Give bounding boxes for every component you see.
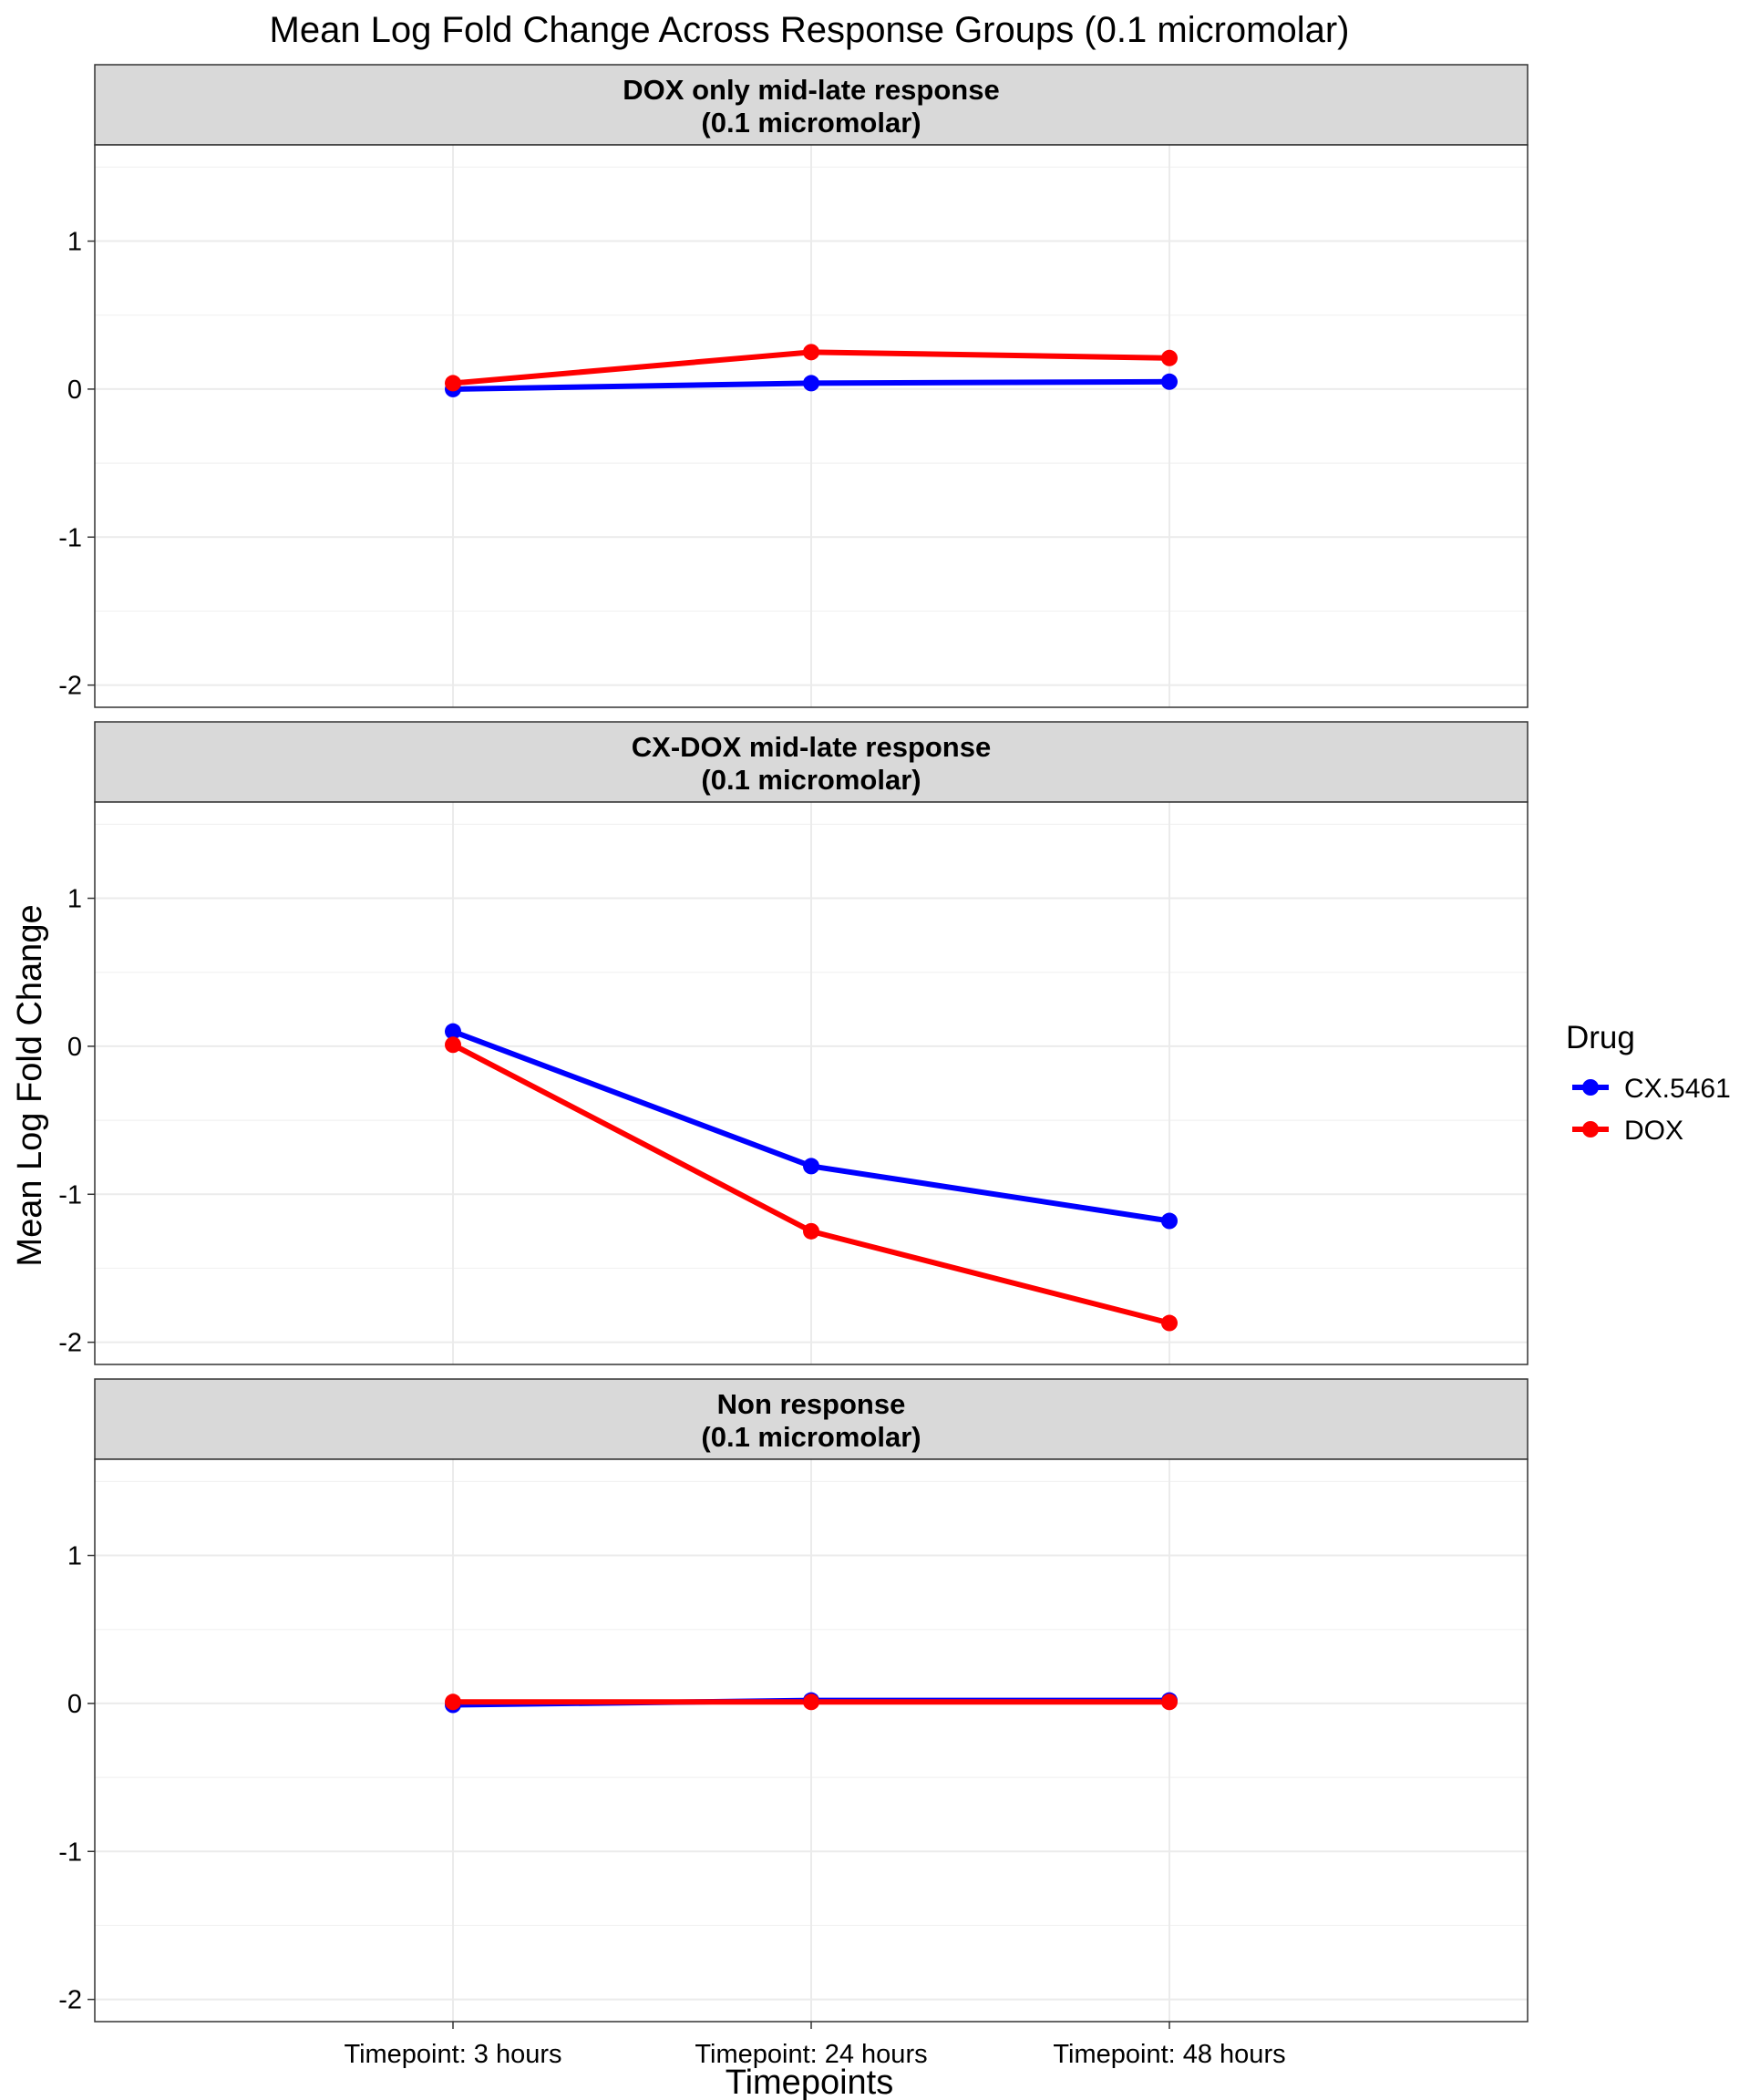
legend-label: DOX — [1624, 1116, 1683, 1146]
data-point-dox — [1161, 1693, 1178, 1711]
legend: Drug CX.5461 DOX — [1566, 1020, 1731, 1146]
facet-strip-subtitle: (0.1 micromolar) — [701, 1421, 921, 1453]
y-tick-label: -1 — [58, 1838, 82, 1867]
facet-strip-title: CX-DOX mid-late response — [632, 731, 991, 763]
x-axis-title: Timepoints — [726, 2064, 893, 2100]
data-point-dox — [445, 1693, 461, 1711]
data-point-dox — [445, 1036, 461, 1054]
y-tick-label: -2 — [58, 1986, 82, 2015]
data-point-cx-5461 — [1161, 1212, 1178, 1230]
facet-strip-background — [94, 721, 1529, 803]
y-tick-label: 0 — [67, 376, 82, 405]
facet-strip-subtitle: (0.1 micromolar) — [701, 107, 921, 139]
facet-panel-3: Non response(0.1 micromolar) -2 -1 0 1 Timepo… — [58, 1378, 1529, 2069]
facet-strip-subtitle: (0.1 micromolar) — [701, 764, 921, 796]
y-tick-label: 0 — [67, 1033, 82, 1062]
y-tick-label: 1 — [67, 885, 82, 914]
y-tick-label: -1 — [58, 523, 82, 552]
chart-title: Mean Log Fold Change Across Response Gro… — [270, 10, 1350, 50]
x-tick-label: Timepoint: 3 hours — [344, 2040, 561, 2069]
legend-item-dox: DOX — [1572, 1116, 1683, 1146]
facet-panel-2: CX-DOX mid-late response(0.1 micromolar)… — [58, 721, 1529, 1365]
facet-strip-background — [94, 1378, 1529, 1460]
x-tick-label: Timepoint: 24 hours — [695, 2040, 927, 2069]
y-tick-label: 1 — [67, 228, 82, 257]
y-axis-title: Mean Log Fold Change — [11, 904, 49, 1266]
data-point-cx-5461 — [803, 375, 819, 392]
y-tick-label: -2 — [58, 672, 82, 701]
data-point-dox — [803, 1222, 819, 1240]
y-tick-label: -2 — [58, 1329, 82, 1358]
facet-panel-1: DOX only mid-late response(0.1 micromola… — [58, 64, 1529, 708]
data-point-dox — [445, 375, 461, 392]
facet-strip-background — [94, 64, 1529, 146]
data-point-cx-5461 — [445, 1023, 461, 1040]
panel-border — [94, 144, 1529, 708]
panel-border — [94, 801, 1529, 1365]
facet-strip-title: DOX only mid-late response — [623, 74, 999, 106]
data-point-dox — [1161, 349, 1178, 366]
data-point-dox — [1161, 1314, 1178, 1332]
data-point-dox — [803, 344, 819, 361]
y-tick-label: 1 — [67, 1542, 82, 1571]
x-tick-label: Timepoint: 48 hours — [1053, 2040, 1285, 2069]
legend-item-cx-5461: CX.5461 — [1572, 1074, 1731, 1104]
legend-key-point — [1582, 1121, 1599, 1138]
legend-label: CX.5461 — [1624, 1074, 1731, 1104]
facet-strip-title: Non response — [717, 1388, 906, 1420]
y-tick-label: 0 — [67, 1690, 82, 1719]
y-tick-label: -1 — [58, 1180, 82, 1210]
legend-key-point — [1582, 1079, 1599, 1096]
data-point-cx-5461 — [1161, 373, 1178, 390]
legend-title: Drug — [1566, 1020, 1635, 1055]
facet-panels: DOX only mid-late response(0.1 micromola… — [58, 64, 1529, 2069]
data-point-dox — [803, 1693, 819, 1711]
data-point-cx-5461 — [803, 1158, 819, 1175]
